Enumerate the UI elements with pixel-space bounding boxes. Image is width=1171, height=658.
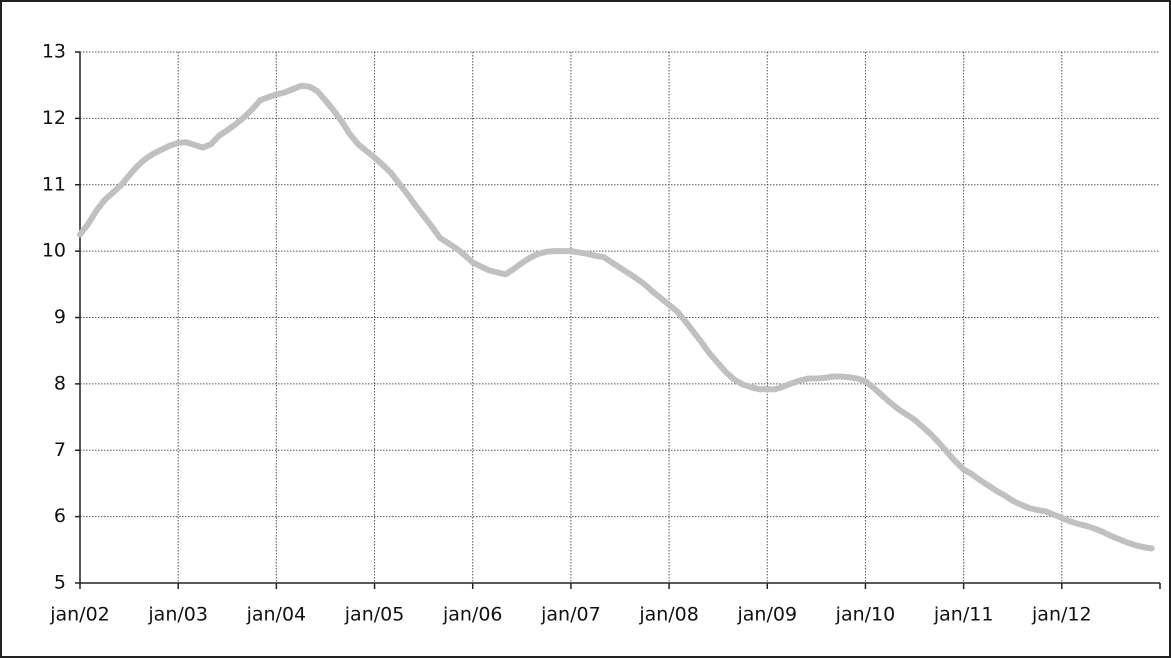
x-tick-label: jan/06: [442, 604, 503, 626]
x-tick-label: jan/10: [835, 604, 896, 626]
x-tick-label: jan/11: [933, 604, 994, 626]
x-tick-label: jan/08: [638, 604, 699, 626]
y-tick-label: 6: [54, 505, 66, 527]
x-tick-label: jan/12: [1031, 604, 1092, 626]
x-tick-label: jan/04: [246, 604, 307, 626]
x-tick-label: jan/09: [736, 604, 797, 626]
y-tick-label: 7: [54, 439, 66, 461]
data-line: [77, 82, 1155, 552]
y-tick-label: 5: [54, 572, 66, 594]
x-tick-label: jan/07: [540, 604, 601, 626]
y-tick-label: 13: [42, 41, 66, 63]
y-tick-label: 10: [42, 240, 66, 262]
y-tick-label: 9: [54, 306, 66, 328]
y-tick-label: 8: [54, 372, 66, 394]
x-tick-label: jan/05: [344, 604, 405, 626]
x-tick-label: jan/02: [49, 604, 110, 626]
y-tick-label: 12: [42, 107, 66, 129]
x-tick-label: jan/03: [147, 604, 208, 626]
y-tick-label: 11: [42, 173, 66, 195]
